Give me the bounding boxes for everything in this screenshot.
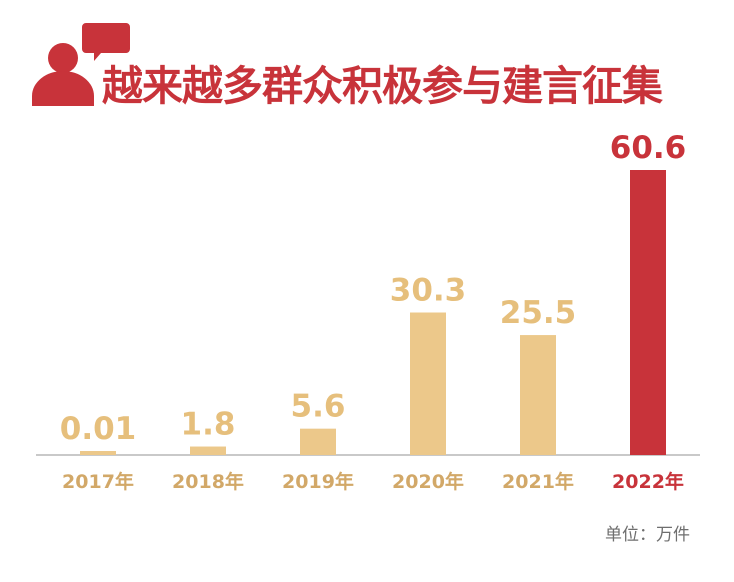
- data-label-3: 30.3: [390, 273, 467, 309]
- bar-5: [630, 170, 666, 455]
- person-speech-bubble-icon: [32, 23, 130, 106]
- bar-0: [80, 451, 116, 455]
- bar-4: [520, 335, 556, 455]
- chart-title: 越来越多群众积极参与建言征集: [102, 62, 663, 110]
- x-tick-label-0: 2017年: [62, 470, 134, 493]
- bar-3: [410, 312, 446, 455]
- data-label-2: 5.6: [291, 389, 346, 425]
- data-label-1: 1.8: [181, 407, 236, 443]
- x-tick-label-5: 2022年: [612, 470, 684, 493]
- data-label-4: 25.5: [500, 295, 577, 331]
- unit-label: 单位：万件: [605, 525, 690, 545]
- bar-2: [300, 428, 336, 455]
- bar-1: [190, 446, 226, 455]
- x-tick-label-1: 2018年: [172, 470, 244, 493]
- x-tick-label-2: 2019年: [282, 470, 354, 493]
- data-label-5: 60.6: [610, 130, 687, 166]
- x-tick-label-3: 2020年: [392, 470, 464, 493]
- data-label-0: 0.01: [60, 411, 137, 447]
- x-tick-label-4: 2021年: [502, 470, 574, 493]
